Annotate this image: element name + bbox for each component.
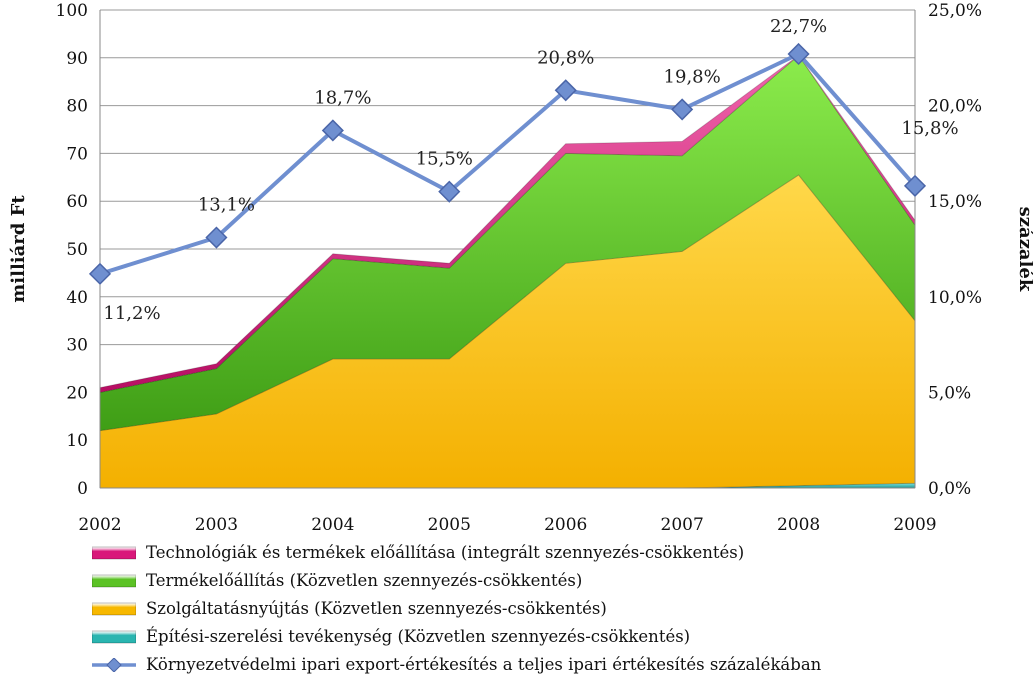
x-tick-label: 2004	[311, 515, 354, 535]
y-tick-label: 0	[77, 479, 88, 499]
legend-line-swatch	[92, 657, 136, 673]
percent-marker	[321, 119, 344, 142]
y-tick-label: 10	[66, 431, 88, 451]
legend-item: Környezetvédelmi ipari export-értékesíté…	[92, 650, 1027, 678]
legend-label: Építési-szerelési tevékenység (Közvetlen…	[146, 626, 691, 646]
x-tick-label: 2008	[777, 515, 820, 535]
y-tick-label: 40	[66, 288, 88, 308]
legend-swatch	[91, 601, 137, 616]
percent-data-label: 15,5%	[416, 149, 473, 170]
y-tick-label: 50	[66, 240, 88, 260]
y2-tick-label: 0,0%	[928, 479, 971, 499]
legend-swatch	[91, 545, 137, 560]
percent-marker	[671, 98, 694, 121]
x-tick-label: 2007	[661, 515, 704, 535]
y2-axis-title: százalék	[1015, 207, 1033, 292]
y2-tick-label: 25,0%	[928, 1, 982, 21]
legend-label: Termékelőállítás (Közvetlen szennyezés-c…	[146, 570, 583, 590]
percent-marker	[554, 79, 577, 102]
legend-label: Technológiák és termékek előállítása (in…	[146, 542, 745, 562]
x-tick-label: 2002	[78, 515, 121, 535]
legend-item: Termékelőállítás (Közvetlen szennyezés-c…	[91, 566, 1027, 594]
percent-marker	[787, 42, 810, 66]
chart: 0 10 20 30 40 50 60 70 80 90 100 0,0% 5,0% 10,0% 15,0%…	[8, 1, 1033, 535]
percent-data-label: 20,8%	[537, 47, 594, 68]
y2-tick-label: 10,0%	[928, 288, 982, 308]
y-tick-label: 30	[66, 336, 88, 356]
y-tick-label: 80	[66, 97, 88, 117]
legend-label: Szolgáltatásnyújtás (Közvetlen szennyezé…	[146, 598, 607, 618]
legend-item: Technológiák és termékek előállítása (in…	[91, 538, 1027, 566]
x-tick-label: 2003	[195, 515, 238, 535]
y-tick-label: 90	[66, 49, 88, 69]
x-tick-label: 2009	[893, 515, 936, 535]
y-tick-label: 60	[66, 192, 88, 212]
area-series	[99, 54, 916, 489]
percent-data-label: 15,8%	[901, 118, 958, 139]
y-tick-label: 20	[66, 383, 88, 403]
legend-swatch	[91, 629, 137, 644]
x-tick-label: 2005	[428, 515, 471, 535]
percent-marker	[438, 180, 461, 203]
percent-data-label: 11,2%	[103, 303, 160, 324]
y-tick-label: 100	[56, 1, 88, 21]
percent-marker	[205, 226, 228, 249]
y2-tick-label: 5,0%	[928, 383, 971, 403]
percent-marker	[903, 174, 927, 197]
percent-data-label: 13,1%	[198, 195, 255, 216]
legend-label: Környezetvédelmi ipari export-értékesíté…	[146, 654, 822, 674]
legend-item: Szolgáltatásnyújtás (Közvetlen szennyezé…	[91, 594, 1027, 622]
line-series	[88, 42, 927, 285]
axes: 0 10 20 30 40 50 60 70 80 90 100 0,0% 5,0% 10,0% 15,0%…	[8, 1, 1033, 535]
legend-item: Építési-szerelési tevékenység (Közvetlen…	[91, 622, 1027, 650]
y-tick-label: 70	[66, 144, 88, 164]
legend-swatch	[91, 573, 137, 588]
percent-data-label: 22,7%	[770, 16, 827, 37]
percent-marker	[88, 262, 112, 285]
legend: Technológiák és termékek előállítása (in…	[91, 538, 1027, 678]
y2-tick-label: 15,0%	[928, 192, 982, 212]
data-labels: 11,2% 13,1% 18,7% 15,5% 20,8% 19,8% 22,7% 15,8%	[103, 16, 958, 324]
percent-line	[99, 52, 917, 276]
percent-data-label: 18,7%	[314, 87, 371, 108]
percent-data-label: 19,8%	[664, 66, 721, 87]
x-tick-label: 2006	[544, 515, 587, 535]
y2-tick-label: 20,0%	[928, 97, 982, 117]
y-axis-title: milliárd Ft	[8, 195, 29, 303]
